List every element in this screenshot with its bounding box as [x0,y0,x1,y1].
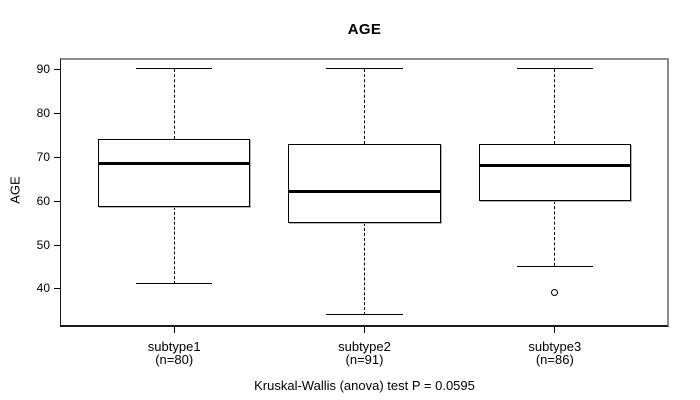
y-tick-mark-90 [54,68,60,70]
iqr-box-subtype2 [288,143,441,223]
x-tick-mark-subtype1 [173,327,175,333]
lower-whisker-subtype1 [173,207,175,284]
x-tick-mark-subtype3 [554,327,556,333]
upper-whisker-subtype2 [364,68,365,144]
y-tick-label-80: 80 [36,105,50,120]
lower-whisker-cap-subtype3 [516,265,593,267]
y-tick-label-60: 60 [36,193,50,208]
x-category-sublabel-subtype3: (n=86) [535,352,574,367]
upper-whisker-cap-subtype3 [516,68,593,70]
lower-whisker-subtype3 [554,200,556,267]
plot-frame [60,58,669,327]
y-tick-mark-70 [54,156,60,158]
y-tick-label-70: 70 [36,149,50,164]
iqr-box-subtype1 [98,139,251,208]
outlier-point-subtype3 [551,289,559,297]
lower-whisker-subtype2 [364,222,365,315]
chart-title: AGE [347,21,382,38]
y-tick-mark-40 [54,288,60,290]
median-line-subtype3 [478,164,631,167]
median-line-subtype2 [288,190,441,194]
stat-test-annotation: Kruskal-Wallis (anova) test P = 0.0595 [254,378,475,393]
x-category-label-subtype2: subtype2 [338,339,391,354]
x-category-label-subtype1: subtype1 [147,339,201,354]
iqr-box-subtype3 [478,143,631,201]
y-tick-mark-50 [54,244,60,246]
upper-whisker-cap-subtype1 [136,68,213,70]
x-tick-mark-subtype2 [364,327,365,333]
lower-whisker-cap-subtype2 [326,314,403,316]
y-tick-label-90: 90 [36,61,50,76]
upper-whisker-cap-subtype2 [326,68,403,70]
upper-whisker-subtype3 [554,68,556,144]
x-category-sublabel-subtype1: (n=80) [155,352,194,367]
x-category-label-subtype3: subtype3 [528,339,582,354]
y-tick-label-50: 50 [36,237,50,252]
lower-whisker-cap-subtype1 [136,283,213,285]
y-tick-label-40: 40 [36,281,50,296]
upper-whisker-subtype1 [173,68,175,140]
x-category-sublabel-subtype2: (n=91) [345,352,384,367]
y-tick-mark-60 [54,200,60,202]
median-line-subtype1 [98,161,251,165]
y-tick-mark-80 [54,112,60,114]
